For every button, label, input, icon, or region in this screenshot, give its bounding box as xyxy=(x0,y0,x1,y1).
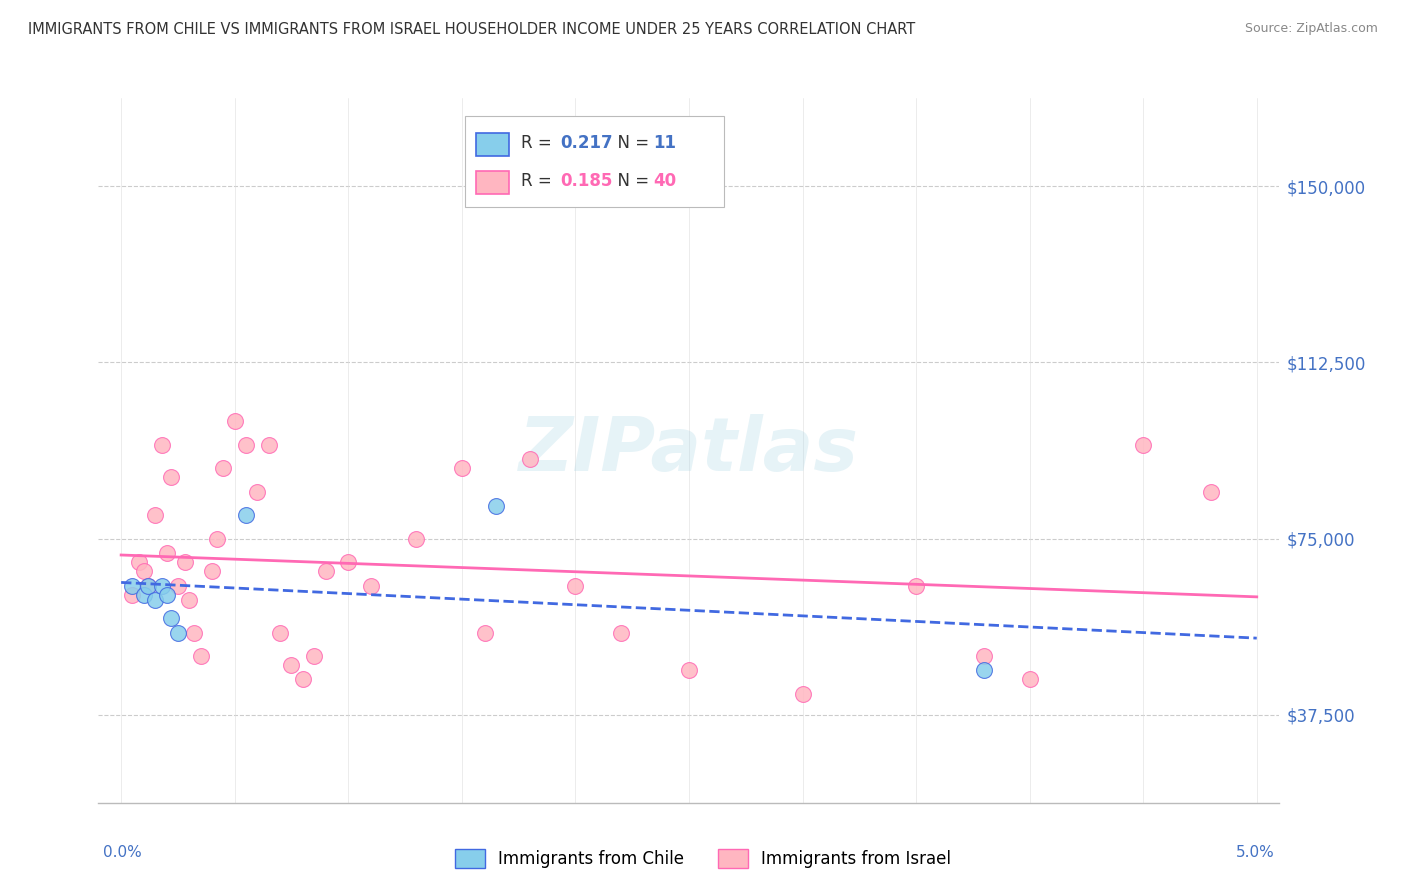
Text: ZIPatlas: ZIPatlas xyxy=(519,414,859,487)
Point xyxy=(1132,437,1154,451)
Legend: Immigrants from Chile, Immigrants from Israel: Immigrants from Chile, Immigrants from I… xyxy=(449,842,957,875)
Point xyxy=(132,588,155,602)
Point xyxy=(519,451,541,466)
Text: R =: R = xyxy=(522,134,557,152)
Point xyxy=(360,578,382,592)
Point xyxy=(1201,484,1223,499)
Point xyxy=(212,461,235,475)
Point xyxy=(315,565,337,579)
Point xyxy=(337,555,360,569)
Point xyxy=(678,663,700,677)
Point xyxy=(121,588,143,602)
Point xyxy=(183,625,205,640)
Text: 5.0%: 5.0% xyxy=(1236,845,1275,860)
Point xyxy=(201,565,224,579)
Point xyxy=(138,578,160,592)
Point xyxy=(150,437,173,451)
Text: N =: N = xyxy=(607,171,655,190)
Point xyxy=(973,648,995,663)
Point xyxy=(291,673,314,687)
Point xyxy=(143,508,166,522)
Point xyxy=(610,625,633,640)
Point xyxy=(235,508,257,522)
Text: Source: ZipAtlas.com: Source: ZipAtlas.com xyxy=(1244,22,1378,36)
Text: 0.0%: 0.0% xyxy=(103,845,142,860)
Point xyxy=(150,578,173,592)
Point xyxy=(128,555,150,569)
Point xyxy=(132,565,155,579)
Point xyxy=(246,484,269,499)
Text: 11: 11 xyxy=(654,134,676,152)
Point xyxy=(1018,673,1040,687)
Point xyxy=(143,592,166,607)
Text: 40: 40 xyxy=(654,171,676,190)
Point xyxy=(474,625,496,640)
Point xyxy=(160,611,183,625)
Point xyxy=(302,648,325,663)
Point xyxy=(973,663,995,677)
Point xyxy=(792,687,814,701)
Point xyxy=(179,592,201,607)
Point xyxy=(485,499,508,513)
Point xyxy=(269,625,291,640)
Point xyxy=(280,658,302,673)
FancyBboxPatch shape xyxy=(477,133,509,156)
Point xyxy=(167,625,190,640)
Point xyxy=(905,578,928,592)
Point xyxy=(173,555,195,569)
Point xyxy=(167,578,190,592)
Point xyxy=(160,470,183,484)
Point xyxy=(257,437,280,451)
Point xyxy=(564,578,586,592)
Point xyxy=(235,437,257,451)
Point xyxy=(155,546,177,560)
FancyBboxPatch shape xyxy=(464,116,724,207)
Point xyxy=(121,578,143,592)
Point xyxy=(190,648,212,663)
Text: 0.217: 0.217 xyxy=(560,134,613,152)
FancyBboxPatch shape xyxy=(477,171,509,194)
Text: R =: R = xyxy=(522,171,557,190)
Text: 0.185: 0.185 xyxy=(560,171,613,190)
Point xyxy=(138,578,160,592)
Point xyxy=(205,532,228,546)
Point xyxy=(155,588,177,602)
Text: N =: N = xyxy=(607,134,655,152)
Point xyxy=(450,461,472,475)
Point xyxy=(405,532,427,546)
Text: IMMIGRANTS FROM CHILE VS IMMIGRANTS FROM ISRAEL HOUSEHOLDER INCOME UNDER 25 YEAR: IMMIGRANTS FROM CHILE VS IMMIGRANTS FROM… xyxy=(28,22,915,37)
Point xyxy=(224,414,246,428)
